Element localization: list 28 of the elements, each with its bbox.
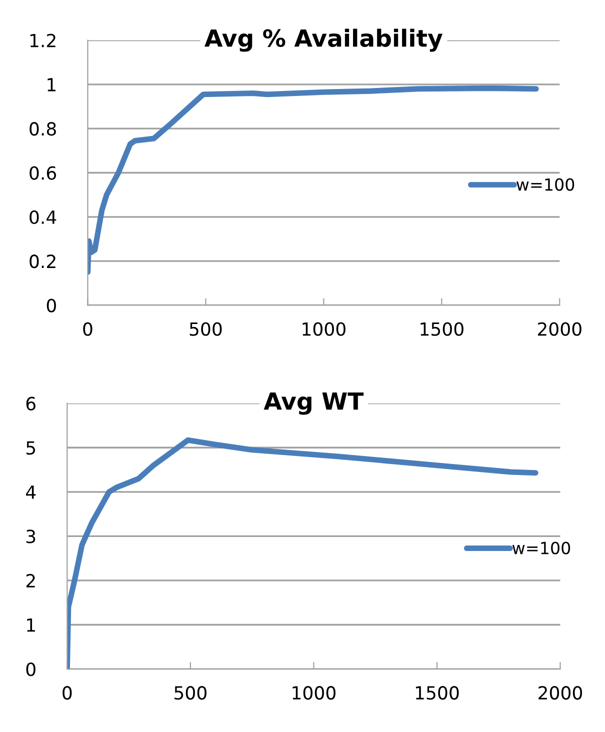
- y-tick-label: 0.8: [30, 122, 56, 136]
- y-tick-label: 6: [26, 396, 36, 410]
- y-tick-label: 3: [26, 530, 36, 544]
- x-tick-label: 1500: [416, 686, 459, 700]
- x-tick-label: 1000: [302, 322, 346, 336]
- y-tick-label: 4: [26, 486, 36, 499]
- x-tick-label: 1000: [292, 686, 336, 700]
- y-tick-label: 0.2: [30, 254, 56, 268]
- legend-label: w=100: [516, 178, 574, 191]
- y-tick-label: 1: [48, 78, 56, 92]
- chart-title: Avg % Availability: [204, 28, 443, 52]
- x-tick-label: 1500: [420, 322, 464, 336]
- y-tick-label: 0: [46, 298, 56, 312]
- x-tick-label: 500: [174, 686, 206, 700]
- y-tick-label: 2: [26, 574, 35, 588]
- y-tick-label: 1: [27, 618, 35, 632]
- x-tick-label: 2000: [538, 686, 582, 700]
- y-tick-label: 1.2: [30, 34, 56, 48]
- x-tick-label: 0: [62, 686, 72, 700]
- x-tick-label: 500: [190, 322, 222, 336]
- x-tick-label: 0: [83, 322, 92, 336]
- chart-title: Avg WT: [264, 392, 364, 415]
- y-tick-label: 0.4: [30, 210, 56, 224]
- y-tick-label: 5: [26, 441, 36, 455]
- legend-label: w=100: [512, 542, 570, 554]
- y-tick-label: 0.6: [30, 166, 56, 180]
- y-tick-label: 0: [26, 662, 36, 676]
- x-tick-label: 2000: [538, 322, 582, 336]
